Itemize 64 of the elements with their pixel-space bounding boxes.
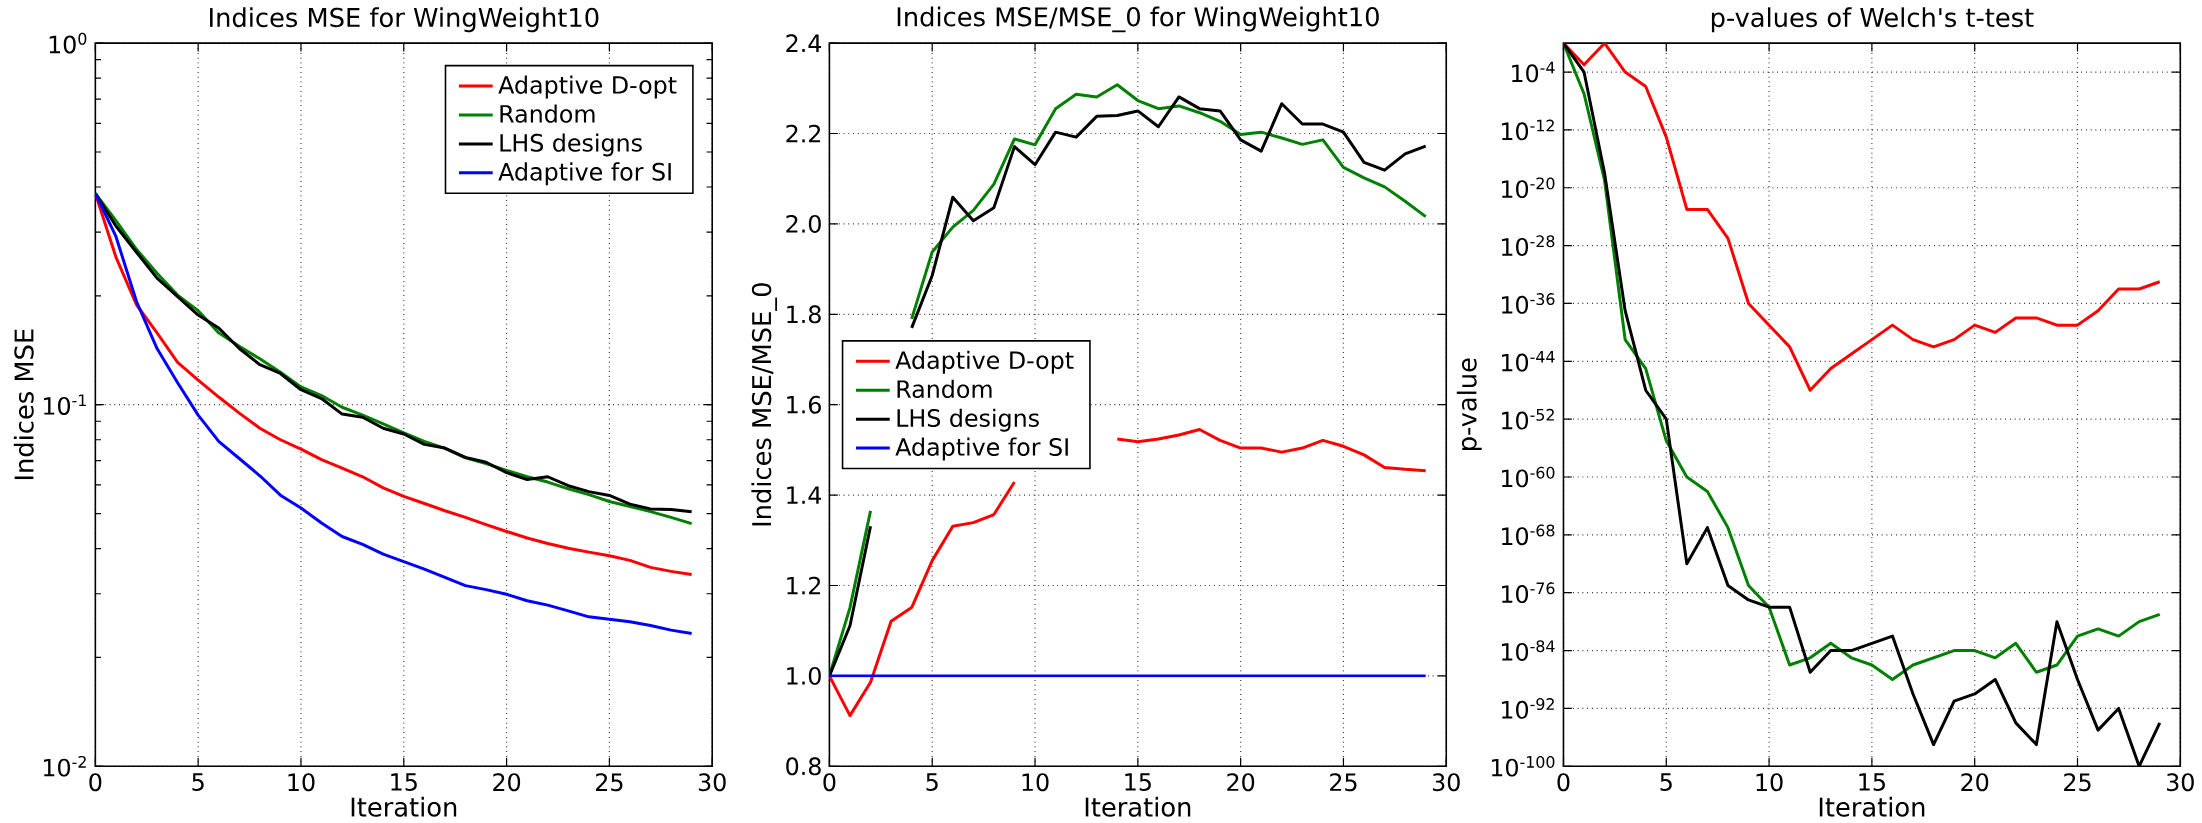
- y-tick-label: 10$^{-92}$: [1502, 697, 1554, 719]
- x-tick-label: 10: [288, 773, 315, 792]
- legend-label: Adaptive D-opt: [498, 75, 677, 99]
- y-tick-label: 10$^{-52}$: [1502, 408, 1554, 430]
- x-tick-label: 25: [2064, 773, 2091, 792]
- line-series: [1563, 42, 2162, 392]
- legend-label: LHS designs: [897, 408, 1039, 432]
- x-tick-label: 0: [1557, 773, 1570, 792]
- y-tick-label: 10$^{-28}$: [1502, 235, 1555, 256]
- x-axis-title: Iteration: [351, 796, 457, 817]
- x-tick-label: 20: [493, 773, 521, 792]
- legend-label: Random: [500, 104, 595, 123]
- legend-label: Adaptive D-opt: [895, 350, 1074, 374]
- x-tick-label: 15: [1859, 773, 1885, 791]
- y-tick-label: 10$^{0}$: [49, 32, 87, 54]
- x-tick-label: 0: [823, 773, 836, 792]
- y-tick-label: 1.8: [787, 305, 821, 324]
- y-tick-label: 10$^{-36}$: [1502, 292, 1555, 314]
- y-axis-title: Indices MSE/MSE_0: [751, 283, 778, 526]
- y-tick-label: 10$^{-2}$: [43, 755, 86, 777]
- legend-label: Random: [897, 379, 992, 398]
- chart-title: Indices MSE/MSE_0 for WingWeight10: [897, 6, 1379, 33]
- x-tick-label: 30: [1432, 773, 1460, 792]
- x-tick-label: 10: [1756, 773, 1783, 792]
- x-tick-label: 30: [698, 773, 726, 792]
- y-tick-label: 10$^{-84}$: [1502, 640, 1555, 661]
- y-tick-label: 10$^{-76}$: [1502, 582, 1555, 603]
- x-axis-title: Iteration: [1085, 796, 1191, 817]
- x-tick-label: 15: [391, 773, 417, 791]
- y-tick-label: 10$^{-1}$: [43, 394, 86, 415]
- x-tick-label: 0: [89, 773, 102, 792]
- y-tick-label: 2.4: [786, 34, 822, 52]
- y-tick-label: 10$^{-100}$: [1491, 755, 1555, 777]
- legend-label: LHS designs: [500, 133, 642, 157]
- x-tick-label: 20: [1227, 773, 1255, 792]
- y-tick-label: 1.4: [787, 486, 822, 504]
- x-tick-label: 25: [1330, 773, 1357, 792]
- y-tick-label: 0.8: [786, 757, 821, 776]
- y-tick-label: 1.6: [787, 395, 821, 414]
- x-tick-label: 15: [1125, 773, 1151, 791]
- y-tick-label: 10$^{-68}$: [1502, 524, 1555, 546]
- y-tick-label: 10$^{-44}$: [1502, 350, 1555, 372]
- x-tick-label: 5: [1660, 773, 1672, 791]
- y-tick-label: 2.2: [786, 124, 821, 143]
- y-axis-title: p-value: [1456, 358, 1482, 450]
- y-axis-title: Indices MSE: [13, 329, 34, 479]
- y-tick-label: 1.2: [787, 576, 821, 595]
- x-tick-label: 25: [596, 773, 623, 792]
- y-tick-label: 10$^{-4}$: [1512, 61, 1555, 83]
- x-tick-label: 5: [926, 773, 938, 791]
- chart-title: p-values of Welch's t-test: [1711, 7, 2034, 33]
- x-tick-label: 30: [2167, 773, 2194, 792]
- chart-title: Indices MSE for WingWeight10: [210, 7, 599, 33]
- y-tick-label: 10$^{-20}$: [1502, 177, 1555, 198]
- legend-label: Adaptive for SI: [498, 162, 671, 186]
- x-tick-label: 20: [1961, 773, 1989, 792]
- legend-label: Adaptive for SI: [895, 437, 1068, 461]
- x-tick-label: 10: [1022, 773, 1049, 792]
- x-axis-title: Iteration: [1819, 796, 1925, 817]
- y-tick-label: 2.0: [786, 214, 821, 233]
- y-tick-label: 1.0: [787, 666, 821, 685]
- x-tick-label: 5: [192, 773, 204, 791]
- y-tick-label: 10$^{-12}$: [1502, 119, 1554, 141]
- y-tick-label: 10$^{-60}$: [1502, 466, 1555, 488]
